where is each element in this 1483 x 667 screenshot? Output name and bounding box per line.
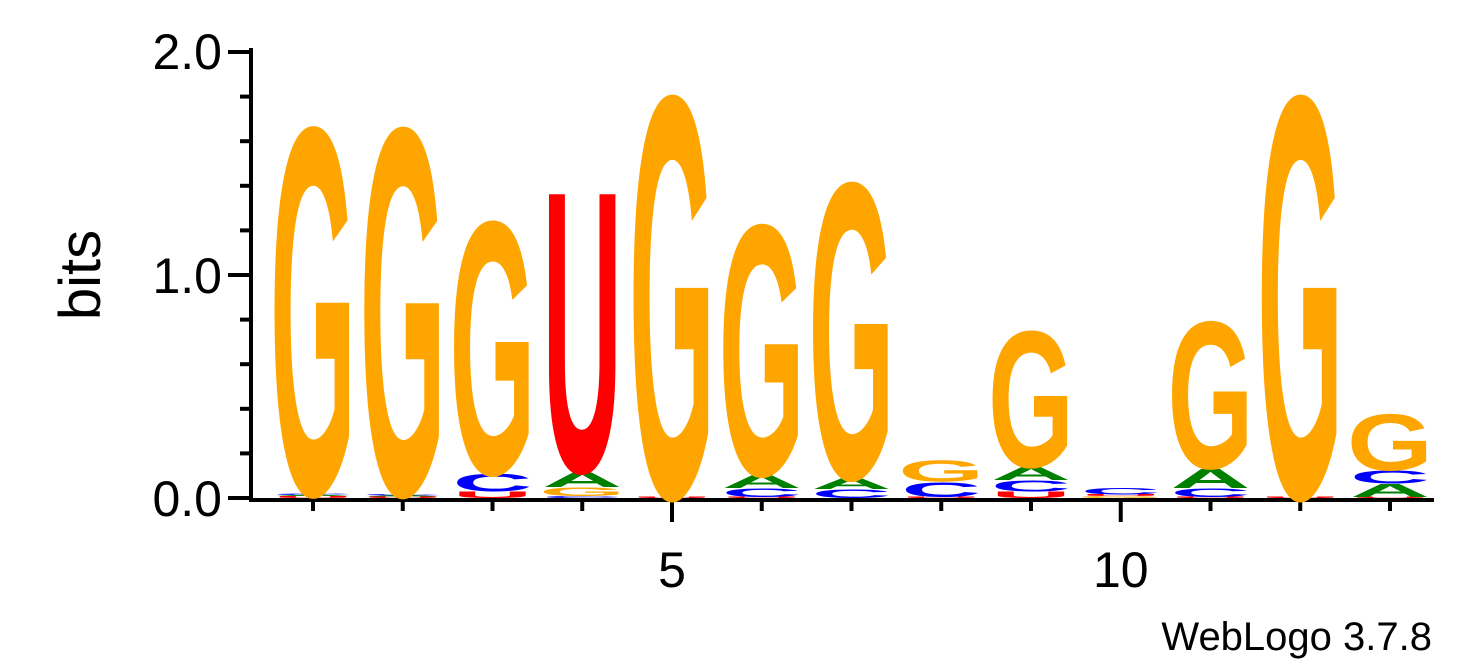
logo-letter-G-pos-4: G [539, 485, 625, 499]
logo-letter-U-pos-6: U [722, 497, 802, 499]
logo-letter-G-pos-8: G [898, 454, 984, 488]
logo-letter-C-pos-3: C [453, 469, 533, 497]
logo-letter-C-pos-8: C [901, 477, 981, 501]
logo-letter-G-pos-12: G [1257, 0, 1343, 619]
logo-letter-G-pos-13: G [1347, 398, 1433, 488]
logo-letter-U-pos-8: U [901, 497, 981, 499]
logo-letter-G-pos-6: G [719, 150, 805, 551]
y-tick-label-2: 2.0 [152, 24, 222, 80]
logo-letter-G-pos-2: G [360, 18, 446, 606]
logo-letter-A-pos-2: A [363, 495, 443, 497]
logo-letter-U-pos-11: U [1171, 497, 1251, 499]
logo-letter-A-pos-7: A [812, 475, 892, 492]
logo-letter-U-pos-9: U [991, 490, 1071, 500]
logo-letter-C-pos-9: C [991, 477, 1071, 494]
logo-letter-C-pos-13: C [1350, 467, 1430, 488]
y-axis-label: bits [48, 230, 113, 320]
logo-letter-G-pos-11: G [1168, 278, 1254, 513]
x-tick-label-10: 10 [1093, 542, 1149, 598]
logo-letter-A-pos-6: A [722, 471, 802, 492]
logo-letter-G-pos-10: G [1078, 496, 1164, 499]
y-axis-tick-labels: 0.0 1.0 2.0 [152, 24, 222, 527]
logo-letter-U-pos-10: U [1081, 494, 1161, 497]
logo-letter-G-pos-1: G [270, 18, 356, 606]
logo-letter-U-pos-3: U [453, 490, 533, 500]
logo-letter-C-pos-6: C [722, 486, 802, 500]
logo-letter-G-pos-5: G [629, 0, 715, 619]
axes [228, 48, 1434, 522]
logo-letter-A-pos-13: A [1350, 480, 1430, 501]
logo-letter-U-pos-5: U [632, 497, 712, 499]
y-tick-label-0: 0.0 [152, 471, 222, 527]
logo-letter-C-pos-11: C [1171, 486, 1251, 500]
logo-letter-A-pos-4: A [542, 467, 622, 491]
logo-letter-C-pos-4: C [542, 495, 622, 498]
x-axis-tick-labels: 5 10 [658, 542, 1148, 598]
logo-letter-G-pos-7: G [809, 93, 895, 568]
logo-letter-U-pos-12: U [1260, 497, 1340, 499]
logo-letter-C-pos-7: C [812, 487, 892, 501]
x-tick-label-5: 5 [658, 542, 686, 598]
logo-letter-A-pos-1: A [273, 495, 353, 497]
logo-letter-U-pos-13: U [1350, 497, 1430, 499]
y-tick-label-1: 1.0 [152, 248, 222, 304]
weblogo-footer: WebLogo 3.7.8 [1161, 615, 1432, 659]
logo-letter-U-pos-1: U [273, 496, 353, 499]
logo-letter-C-pos-1: C [273, 493, 353, 495]
logo-letter-G-pos-3: G [450, 145, 536, 551]
logo-letter-A-pos-9: A [991, 463, 1071, 484]
logo-letter-A-pos-11: A [1171, 463, 1251, 494]
x-axis-ticks [311, 500, 1392, 522]
logo-letter-G-pos-9: G [988, 290, 1074, 509]
logo-letter-U-pos-4: U [542, 107, 622, 557]
logo-letter-U-pos-2: U [363, 496, 443, 498]
logo-letter-C-pos-2: C [363, 494, 443, 496]
logo-letter-C-pos-10: C [1081, 486, 1161, 496]
y-axis-ticks [228, 50, 251, 500]
